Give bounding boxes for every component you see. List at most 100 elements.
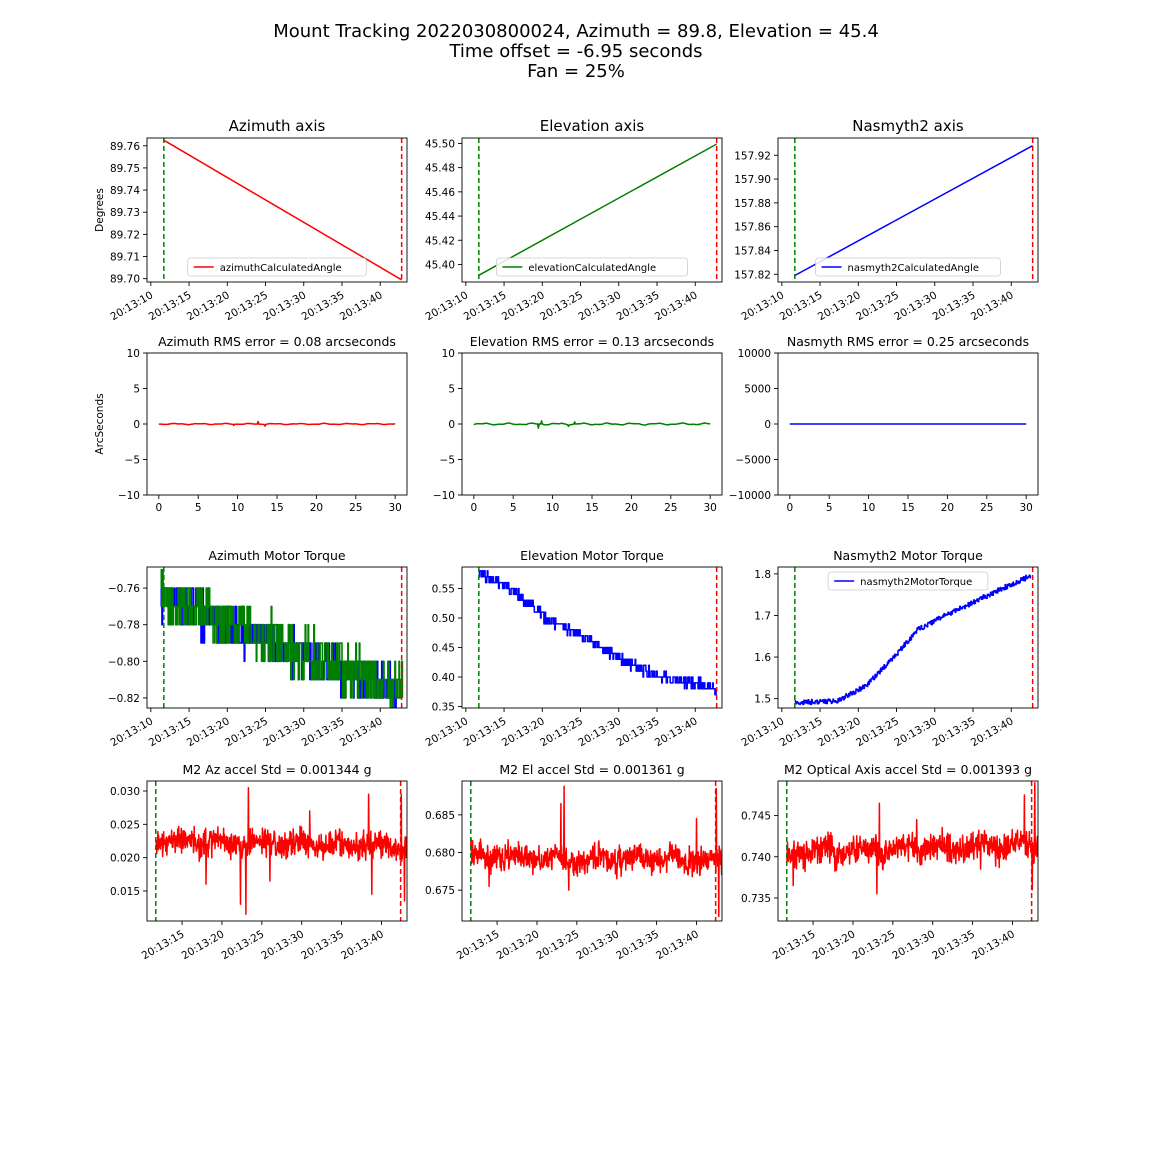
y-tick-label: −10 (118, 490, 140, 502)
axes-frame (461, 780, 723, 922)
subplot-na-rms: Nasmyth RMS error = 0.25 arcseconds −1000… (729, 334, 1039, 514)
y-tick-label: 89.74 (110, 185, 140, 197)
series-line-series-0 (478, 570, 717, 696)
series-group (470, 785, 722, 918)
y-tick-label: 89.70 (110, 274, 140, 286)
y-tick-label: −0.76 (108, 583, 140, 595)
x-tick-label: 0 (786, 502, 793, 514)
figure-title-line-1: Mount Tracking 2022030800024, Azimuth = … (273, 21, 879, 42)
series-group (786, 781, 1038, 895)
y-tick-label: −0.80 (108, 656, 140, 668)
subplot-title: M2 El accel Std = 0.001361 g (499, 762, 684, 777)
y-tick-label: 1.8 (754, 569, 771, 581)
y-axis-label: ArcSeconds (94, 393, 106, 454)
y-tick-label: 157.88 (734, 198, 771, 210)
legend: nasmyth2MotorTorque (827, 571, 989, 591)
axes-frame (146, 566, 408, 709)
y-tick-label: 0.745 (741, 811, 771, 823)
y-tick-label: 0.030 (110, 786, 140, 798)
x-tick-label: 20 (310, 502, 323, 514)
series-group (478, 570, 717, 696)
x-tick-label: 5 (195, 502, 202, 514)
y-tick-label: 5 (133, 384, 140, 396)
legend: azimuthCalculatedAngle (187, 257, 367, 277)
x-tick-label: 5 (826, 502, 833, 514)
y-tick-label: 157.86 (734, 222, 771, 234)
x-tick-label: 25 (664, 502, 677, 514)
y-tick-label: 0.50 (432, 613, 455, 625)
y-tick-label: 0.680 (425, 848, 455, 860)
axes-frame (461, 566, 723, 709)
series-group (794, 145, 1033, 277)
series-line-series-1 (160, 568, 404, 708)
x-tick-label: 0 (470, 502, 477, 514)
y-tick-label: 1.7 (754, 610, 771, 622)
subplot-el-rms: Elevation RMS error = 0.13 arcseconds −10… (433, 334, 723, 514)
legend-box (815, 257, 1001, 277)
series-line-series-0 (470, 785, 722, 918)
legend: nasmyth2CalculatedAngle (815, 257, 1001, 277)
axes-frame (777, 780, 1039, 922)
x-tick-label: 30 (703, 502, 716, 514)
x-tick-label: 10 (862, 502, 875, 514)
series-line-series-0 (786, 781, 1038, 895)
x-tick-label: 5 (510, 502, 517, 514)
series-line-series-0 (155, 786, 407, 916)
y-axis-label: Degrees (94, 188, 106, 232)
y-tick-label: 0.35 (432, 702, 455, 714)
subplot-az-rms: Azimuth RMS error = 0.08 arcseconds ArcSe… (94, 334, 408, 514)
legend-entry: nasmyth2CalculatedAngle (848, 263, 979, 274)
subplot-title: Azimuth Motor Torque (208, 548, 346, 563)
figure-title-line-2: Time offset = -6.95 seconds (448, 41, 702, 62)
y-tick-label: 89.73 (110, 207, 140, 219)
subplot-title: M2 Optical Axis accel Std = 0.001393 g (784, 762, 1032, 777)
y-tick-label: 45.42 (425, 235, 455, 247)
y-tick-label: 10 (442, 348, 455, 360)
legend-box (827, 571, 989, 591)
x-tick-label: 15 (270, 502, 283, 514)
y-tick-label: 0.45 (432, 643, 455, 655)
y-tick-label: 157.90 (734, 174, 771, 186)
series-line-nasmyth2MotorTorque (794, 574, 1032, 706)
subplot-title: Nasmyth RMS error = 0.25 arcseconds (787, 334, 1029, 349)
y-tick-label: −5 (440, 455, 455, 467)
y-tick-label: 89.76 (110, 141, 140, 153)
x-tick-label: 25 (349, 502, 362, 514)
y-tick-label: 89.75 (110, 163, 140, 175)
series-group (478, 143, 717, 276)
series-line-azimuthCalculatedAngle (163, 139, 402, 281)
subplot-title: Nasmyth2 Motor Torque (833, 548, 983, 563)
y-tick-label: 157.92 (734, 150, 771, 162)
y-tick-label: 45.40 (425, 259, 455, 271)
y-tick-label: 5000 (744, 384, 771, 396)
y-tick-label: 45.48 (425, 163, 455, 175)
y-tick-label: 0 (133, 419, 140, 431)
x-tick-label: 30 (388, 502, 401, 514)
subplot-title: Azimuth axis (229, 117, 326, 135)
x-tick-label: 15 (901, 502, 914, 514)
subplot-grid: Azimuth axis Degrees 89.70 89.71 89.72 89.73 8… (94, 117, 1039, 962)
legend-box (495, 257, 688, 277)
axes-frame (461, 137, 723, 283)
axes-frame (146, 137, 408, 283)
subplot-title: Nasmyth2 axis (852, 117, 964, 135)
y-tick-label: 0.40 (432, 672, 455, 684)
legend-entry: elevationCalculatedAngle (528, 263, 656, 274)
y-tick-label: −5 (125, 455, 140, 467)
series-group (158, 420, 396, 427)
y-tick-label: 0.740 (741, 852, 771, 864)
y-tick-label: 89.72 (110, 229, 140, 241)
y-tick-label: 89.71 (110, 252, 140, 264)
y-tick-label: 45.46 (425, 187, 455, 199)
y-tick-label: −0.82 (108, 693, 140, 705)
x-tick-label: 20 (941, 502, 954, 514)
series-group (794, 574, 1032, 706)
subplot-title: Elevation axis (540, 117, 645, 135)
legend-box (187, 257, 367, 277)
y-tick-label: 0.735 (741, 893, 771, 905)
x-tick-label: 15 (585, 502, 598, 514)
series-group (155, 786, 407, 916)
subplot-title: Elevation RMS error = 0.13 arcseconds (470, 334, 714, 349)
y-tick-label: 0.015 (110, 886, 140, 898)
